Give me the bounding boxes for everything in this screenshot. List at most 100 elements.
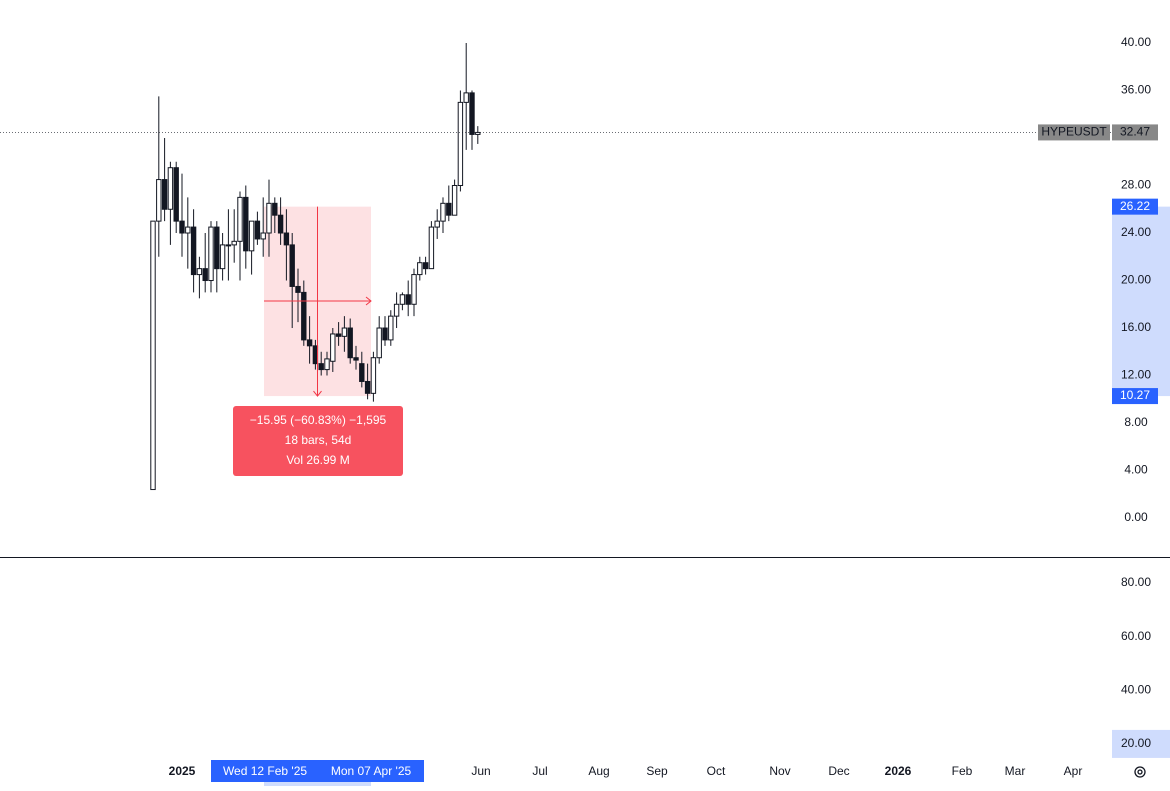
candle-body: [254, 220, 261, 240]
x-tick-label: Oct: [707, 764, 726, 778]
x-tick-label: Apr: [1064, 764, 1083, 778]
x-tick-label: 2026: [885, 764, 912, 778]
candle-body: [475, 131, 481, 135]
candle-body: [469, 92, 475, 135]
lower-axis-highlight: [1112, 729, 1170, 758]
candle-body: [219, 244, 226, 270]
x-tick-label: Mar: [1005, 764, 1026, 778]
x-tick-label: Jun: [471, 764, 490, 778]
y-tick-label: 20.00: [1121, 273, 1151, 287]
axis-range-band: [1112, 206, 1170, 397]
candle-body: [277, 214, 284, 234]
candle-body: [451, 185, 458, 216]
candle-body: [272, 202, 278, 216]
candle-body: [446, 202, 452, 216]
lower-y-tick-label: 40.00: [1121, 682, 1151, 696]
settings-icon[interactable]: [1134, 766, 1146, 778]
symbol-label: HYPEUSDT: [1041, 125, 1107, 139]
candle-body: [376, 327, 382, 359]
candle-body: [231, 240, 237, 246]
y-tick-label: 28.00: [1121, 178, 1151, 192]
candle-body: [370, 357, 377, 394]
lower-y-tick-label: 60.00: [1121, 629, 1151, 643]
measure-axis-tag: [1112, 198, 1158, 215]
candle-body: [214, 226, 220, 270]
candle-body: [463, 92, 469, 103]
candle-body: [359, 363, 365, 382]
candle-body: [364, 380, 371, 394]
measure-axis-tag: [1112, 388, 1158, 405]
measure-info-box: [233, 406, 403, 476]
candle-body: [173, 167, 179, 222]
candle-body: [295, 285, 301, 293]
candle-body: [388, 315, 394, 341]
candle-body: [237, 196, 243, 242]
measure-info-text: 18 bars, 54d: [285, 433, 352, 447]
x-tick-label: Dec: [828, 764, 849, 778]
candle-body: [393, 303, 400, 317]
candle-body: [347, 327, 353, 359]
candle-body: [208, 226, 214, 282]
candle-body: [301, 291, 307, 341]
price-label: 32.47: [1120, 125, 1150, 139]
candle-body: [353, 357, 359, 361]
x-tick-label: 2025: [169, 764, 196, 778]
candle-body: [324, 358, 330, 371]
y-tick-label: 12.00: [1121, 368, 1151, 382]
y-tick-label: 40.00: [1121, 35, 1151, 49]
candle-body: [190, 226, 197, 276]
candle-body: [248, 220, 255, 252]
measure-axis-label: 10.27: [1120, 388, 1150, 402]
date-tag: [211, 760, 424, 782]
candle-body: [225, 244, 232, 247]
candle-body: [156, 179, 162, 222]
measure-info-text: −15.95 (−60.83%) −1,595: [250, 413, 387, 427]
y-tick-label: 8.00: [1124, 415, 1148, 429]
candle-body: [417, 262, 423, 276]
x-tick-label: Feb: [952, 764, 973, 778]
candle-body: [283, 232, 290, 246]
y-tick-label: 16.00: [1121, 320, 1151, 334]
candle-body: [179, 220, 185, 234]
candle-body: [318, 363, 324, 371]
x-tick-label: Sep: [646, 764, 668, 778]
x-tick-label: Jul: [532, 764, 547, 778]
lower-y-tick-label: 80.00: [1121, 575, 1151, 589]
measure-info-text: Vol 26.99 M: [286, 453, 349, 467]
candle-body: [411, 274, 417, 305]
candle-body: [167, 167, 174, 210]
candle-body: [306, 339, 313, 347]
candle-body: [266, 202, 272, 234]
candle-body: [196, 268, 203, 276]
candle-body: [341, 327, 348, 337]
candle-body: [405, 294, 411, 305]
candle-body: [335, 333, 342, 337]
candle-body: [434, 220, 440, 228]
candle-body: [330, 333, 336, 362]
measure-arrow-down: [313, 390, 322, 397]
candle-body: [161, 179, 168, 210]
candle-body: [150, 220, 156, 491]
candle-body: [312, 345, 319, 365]
candle-body: [243, 196, 249, 252]
start-date-label: Wed 12 Feb '25: [223, 764, 307, 778]
measure-arrow-right: [365, 296, 372, 306]
y-tick-label: 0.00: [1124, 510, 1148, 524]
measure-axis-label: 26.22: [1120, 199, 1150, 213]
candle-body: [422, 262, 429, 270]
candle-body: [289, 244, 295, 287]
candle-body: [428, 226, 435, 270]
candle-body: [457, 101, 464, 187]
end-date-label: Mon 07 Apr '25: [331, 764, 412, 778]
symbol-tag: [1038, 124, 1110, 141]
x-tick-label: Nov: [769, 764, 790, 778]
x-tick-label: Aug: [588, 764, 609, 778]
candle-body: [202, 268, 208, 282]
candle-body: [399, 294, 406, 305]
candle-body: [185, 226, 191, 234]
price-tag: [1112, 124, 1158, 141]
y-tick-label: 4.00: [1124, 463, 1148, 477]
y-tick-label: 36.00: [1121, 83, 1151, 97]
